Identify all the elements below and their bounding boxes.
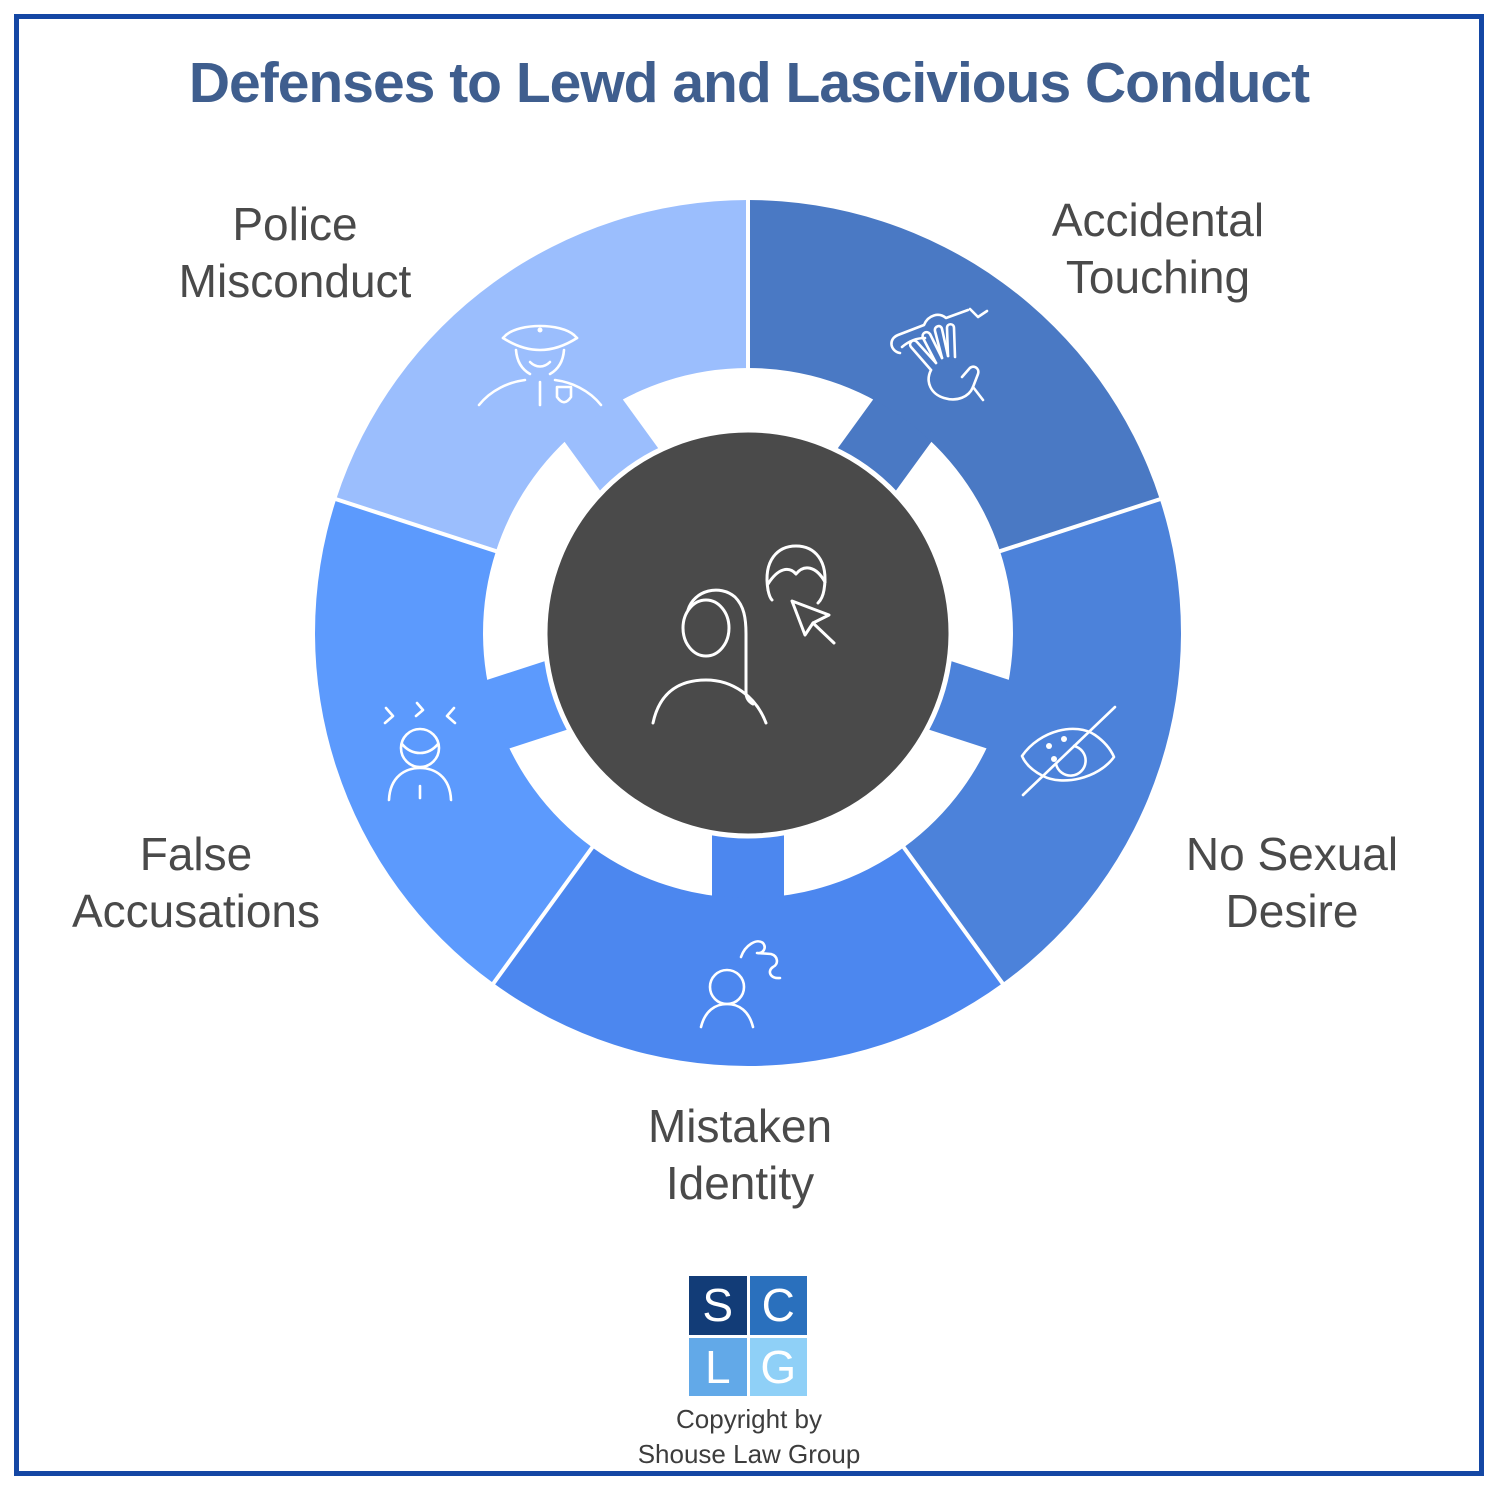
segment-label-no-sexual-desire: No Sexual Desire <box>1185 828 1399 937</box>
clapping-hands-icon <box>890 307 989 402</box>
logo-square-l: L <box>689 1337 747 1396</box>
segment-divider-3 <box>490 842 597 987</box>
copyright-line-2: Shouse Law Group <box>637 1439 861 1469</box>
segment-label-false-accusations: False Accusations <box>71 828 320 937</box>
segment-false-accusations <box>315 499 593 984</box>
page-title: Defenses to Lewd and Lascivious Conduct <box>188 51 1310 115</box>
center-circle <box>542 427 954 839</box>
person-question-icon <box>699 940 782 1029</box>
segment-label-mistaken-identity: Mistaken Identity <box>647 1100 833 1209</box>
eye-slash-icon <box>1020 705 1117 797</box>
segment-divider-2 <box>899 842 1006 987</box>
segment-divider-4 <box>333 496 502 555</box>
segment-label-accidental-touching: Accidental Touching <box>1051 194 1265 303</box>
segment-layer <box>315 200 1181 1066</box>
stressed-person-icon <box>383 701 457 802</box>
logo-square-c: C <box>749 1276 807 1335</box>
divider-layer <box>333 198 1163 987</box>
shouse-law-group-logo: S C L G <box>689 1276 807 1396</box>
segment-no-sexual-desire <box>903 499 1181 984</box>
segment-accidental-touching <box>748 200 1160 552</box>
segment-mistaken-identity <box>493 847 1003 1066</box>
copyright-text: Copyright by Shouse Law Group <box>0 1402 1498 1472</box>
woman-man-cursor-icon <box>651 544 836 725</box>
segment-label-police-misconduct: Police Misconduct <box>178 198 412 307</box>
logo-square-s: S <box>689 1276 747 1335</box>
police-officer-icon <box>477 324 603 407</box>
copyright-line-1: Copyright by <box>676 1404 822 1434</box>
segment-divider-1 <box>994 496 1163 555</box>
segment-police-misconduct <box>336 200 748 552</box>
logo-square-g: G <box>749 1337 807 1396</box>
